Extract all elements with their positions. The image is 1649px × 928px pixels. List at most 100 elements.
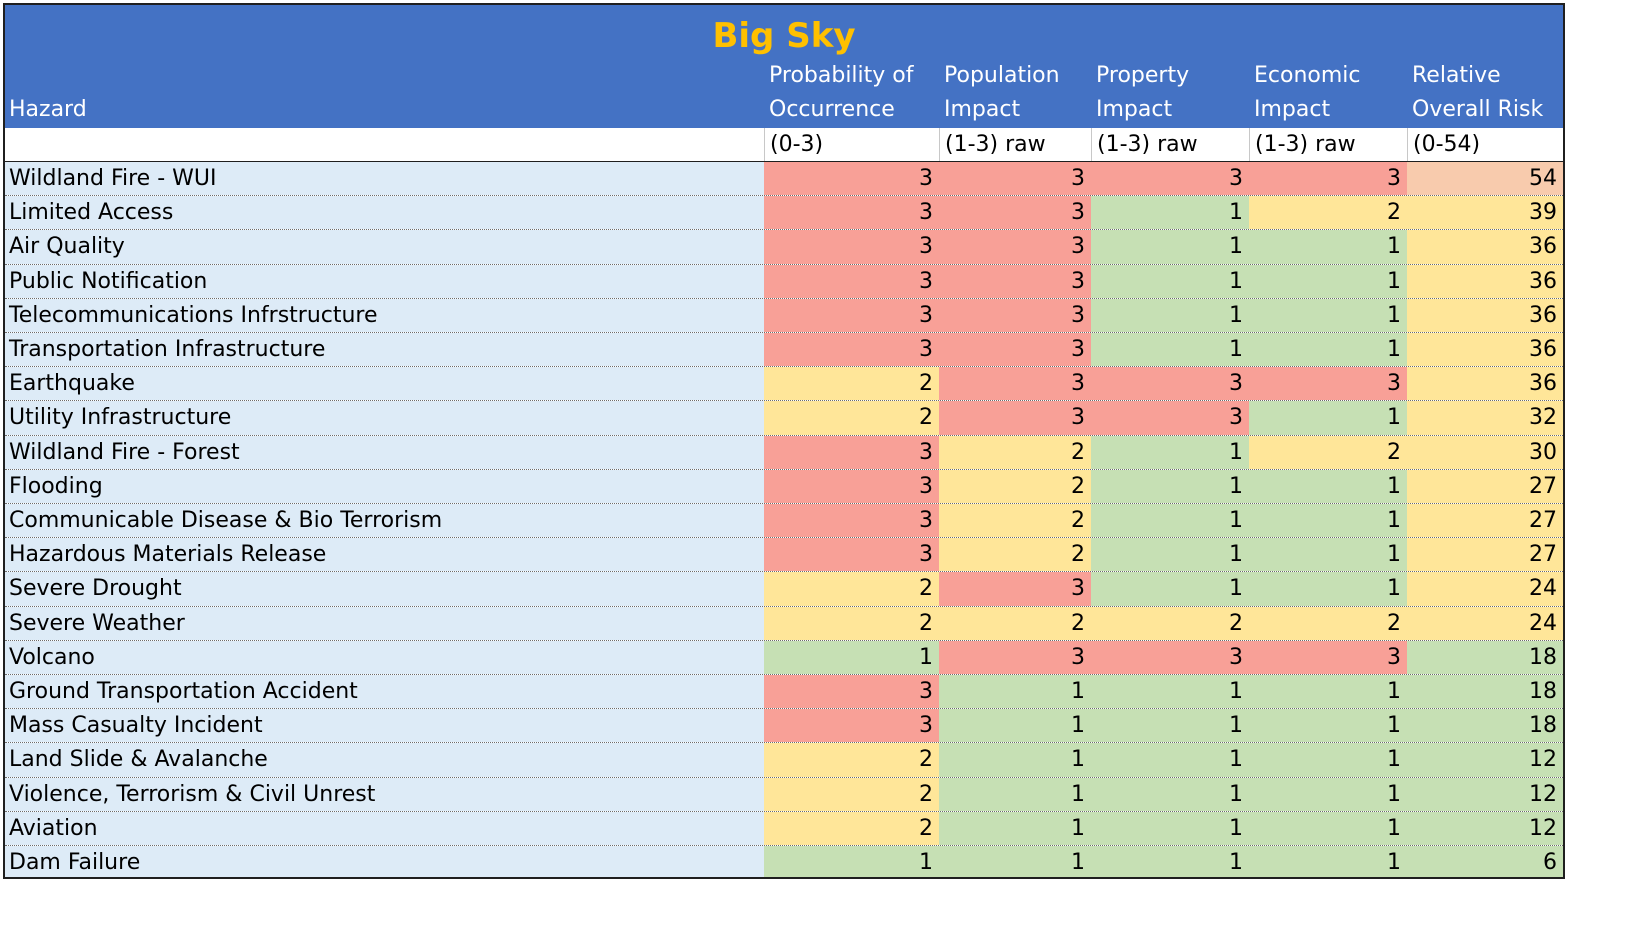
hazard-name: Wildland Fire - Forest [5, 435, 764, 469]
value-cell: 1 [764, 640, 939, 674]
value-cell: 1 [1091, 333, 1249, 367]
table-row: Hazardous Materials Release 3 2 1 1 27 [5, 538, 1563, 573]
value-cell: 1 [1091, 298, 1249, 332]
hazard-name: Aviation [5, 811, 764, 845]
value-cell: 36 [1407, 367, 1563, 401]
value-cell: 36 [1407, 298, 1563, 332]
value-cell: 18 [1407, 640, 1563, 674]
hazard-name: Transportation Infrastructure [5, 333, 764, 367]
value-cell: 24 [1407, 572, 1563, 606]
value-cell: 1 [1091, 777, 1249, 811]
value-cell: 3 [939, 264, 1091, 298]
hazard-name: Dam Failure [5, 846, 764, 877]
value-cell: 27 [1407, 504, 1563, 538]
table-row: Transportation Infrastructure 3 3 1 1 36 [5, 333, 1563, 368]
column-header-line: Impact [1096, 97, 1173, 122]
value-cell: 1 [1249, 230, 1407, 264]
hazard-name: Severe Weather [5, 606, 764, 640]
value-cell: 2 [764, 777, 939, 811]
hazard-name: Flooding [5, 469, 764, 503]
column-header-5: Relative Overall Risk [1412, 59, 1562, 127]
table-row: Severe Drought 2 3 1 1 24 [5, 572, 1563, 607]
hazard-name: Telecommunications Infrstructure [5, 298, 764, 332]
value-cell: 1 [1249, 709, 1407, 743]
table-row: Communicable Disease & Bio Terrorism 3 2 1 1… [5, 504, 1563, 539]
value-cell: 18 [1407, 675, 1563, 709]
value-cell: 3 [1091, 640, 1249, 674]
value-cell: 2 [939, 606, 1091, 640]
value-cell: 1 [1249, 846, 1407, 877]
value-cell: 3 [939, 196, 1091, 230]
value-cell: 12 [1407, 811, 1563, 845]
hazard-name: Earthquake [5, 367, 764, 401]
value-cell: 1 [939, 777, 1091, 811]
value-cell: 1 [1249, 538, 1407, 572]
table-row: Mass Casualty Incident 3 1 1 1 18 [5, 709, 1563, 744]
table-row: Volcano 1 3 3 3 18 [5, 640, 1563, 675]
value-cell: 1 [1091, 196, 1249, 230]
value-cell: 2 [764, 811, 939, 845]
table-row: Limited Access 3 3 1 2 39 [5, 196, 1563, 231]
value-cell: 3 [939, 162, 1091, 196]
value-cell: 2 [764, 606, 939, 640]
value-cell: 3 [939, 230, 1091, 264]
table-row: Aviation 2 1 1 1 12 [5, 811, 1563, 846]
value-cell: 2 [764, 367, 939, 401]
value-cell: 12 [1407, 743, 1563, 777]
value-cell: 1 [1091, 504, 1249, 538]
value-cell: 1 [1249, 572, 1407, 606]
hazard-name: Communicable Disease & Bio Terrorism [5, 504, 764, 538]
value-cell: 1 [1091, 538, 1249, 572]
value-cell: 2 [939, 469, 1091, 503]
value-cell: 1 [1091, 846, 1249, 877]
value-cell: 2 [1249, 606, 1407, 640]
value-cell: 36 [1407, 230, 1563, 264]
value-cell: 1 [1091, 743, 1249, 777]
hazard-name: Land Slide & Avalanche [5, 743, 764, 777]
value-cell: 6 [1407, 846, 1563, 877]
value-cell: 3 [1249, 162, 1407, 196]
value-cell: 3 [764, 709, 939, 743]
value-cell: 3 [939, 367, 1091, 401]
value-cell: 3 [764, 333, 939, 367]
value-cell: 1 [1249, 333, 1407, 367]
value-cell: 3 [764, 538, 939, 572]
column-unit-0 [5, 128, 764, 161]
value-cell: 30 [1407, 435, 1563, 469]
column-header-line: Impact [944, 97, 1021, 122]
hazard-name: Limited Access [5, 196, 764, 230]
hazard-name: Mass Casualty Incident [5, 709, 764, 743]
value-cell: 3 [764, 196, 939, 230]
value-cell: 3 [1249, 367, 1407, 401]
hazard-name: Volcano [5, 640, 764, 674]
value-cell: 12 [1407, 777, 1563, 811]
value-cell: 1 [1091, 230, 1249, 264]
value-cell: 1 [1249, 675, 1407, 709]
value-cell: 1 [1091, 811, 1249, 845]
value-cell: 3 [1091, 367, 1249, 401]
value-cell: 1 [1249, 401, 1407, 435]
column-header-line: Relative [1412, 63, 1501, 88]
table-row: Dam Failure 1 1 1 1 6 [5, 846, 1563, 877]
table-row: Violence, Terrorism & Civil Unrest 2 1 1 1 12 [5, 777, 1563, 812]
value-cell: 1 [1249, 777, 1407, 811]
value-cell: 1 [1091, 709, 1249, 743]
value-cell: 1 [939, 846, 1091, 877]
value-cell: 3 [764, 504, 939, 538]
hazard-name: Air Quality [5, 230, 764, 264]
value-cell: 54 [1407, 162, 1563, 196]
value-cell: 3 [764, 230, 939, 264]
value-cell: 1 [1249, 298, 1407, 332]
value-cell: 3 [1249, 640, 1407, 674]
value-cell: 3 [939, 401, 1091, 435]
value-cell: 1 [1249, 811, 1407, 845]
table-row: Earthquake 2 3 3 3 36 [5, 367, 1563, 402]
value-cell: 2 [764, 743, 939, 777]
value-cell: 1 [1249, 264, 1407, 298]
column-header-line: Overall Risk [1412, 97, 1544, 122]
value-cell: 1 [1091, 469, 1249, 503]
value-cell: 3 [939, 333, 1091, 367]
table-row: Utility Infrastructure 2 3 3 1 32 [5, 401, 1563, 436]
column-unit-3: (1-3) raw [1091, 128, 1249, 161]
value-cell: 2 [764, 572, 939, 606]
